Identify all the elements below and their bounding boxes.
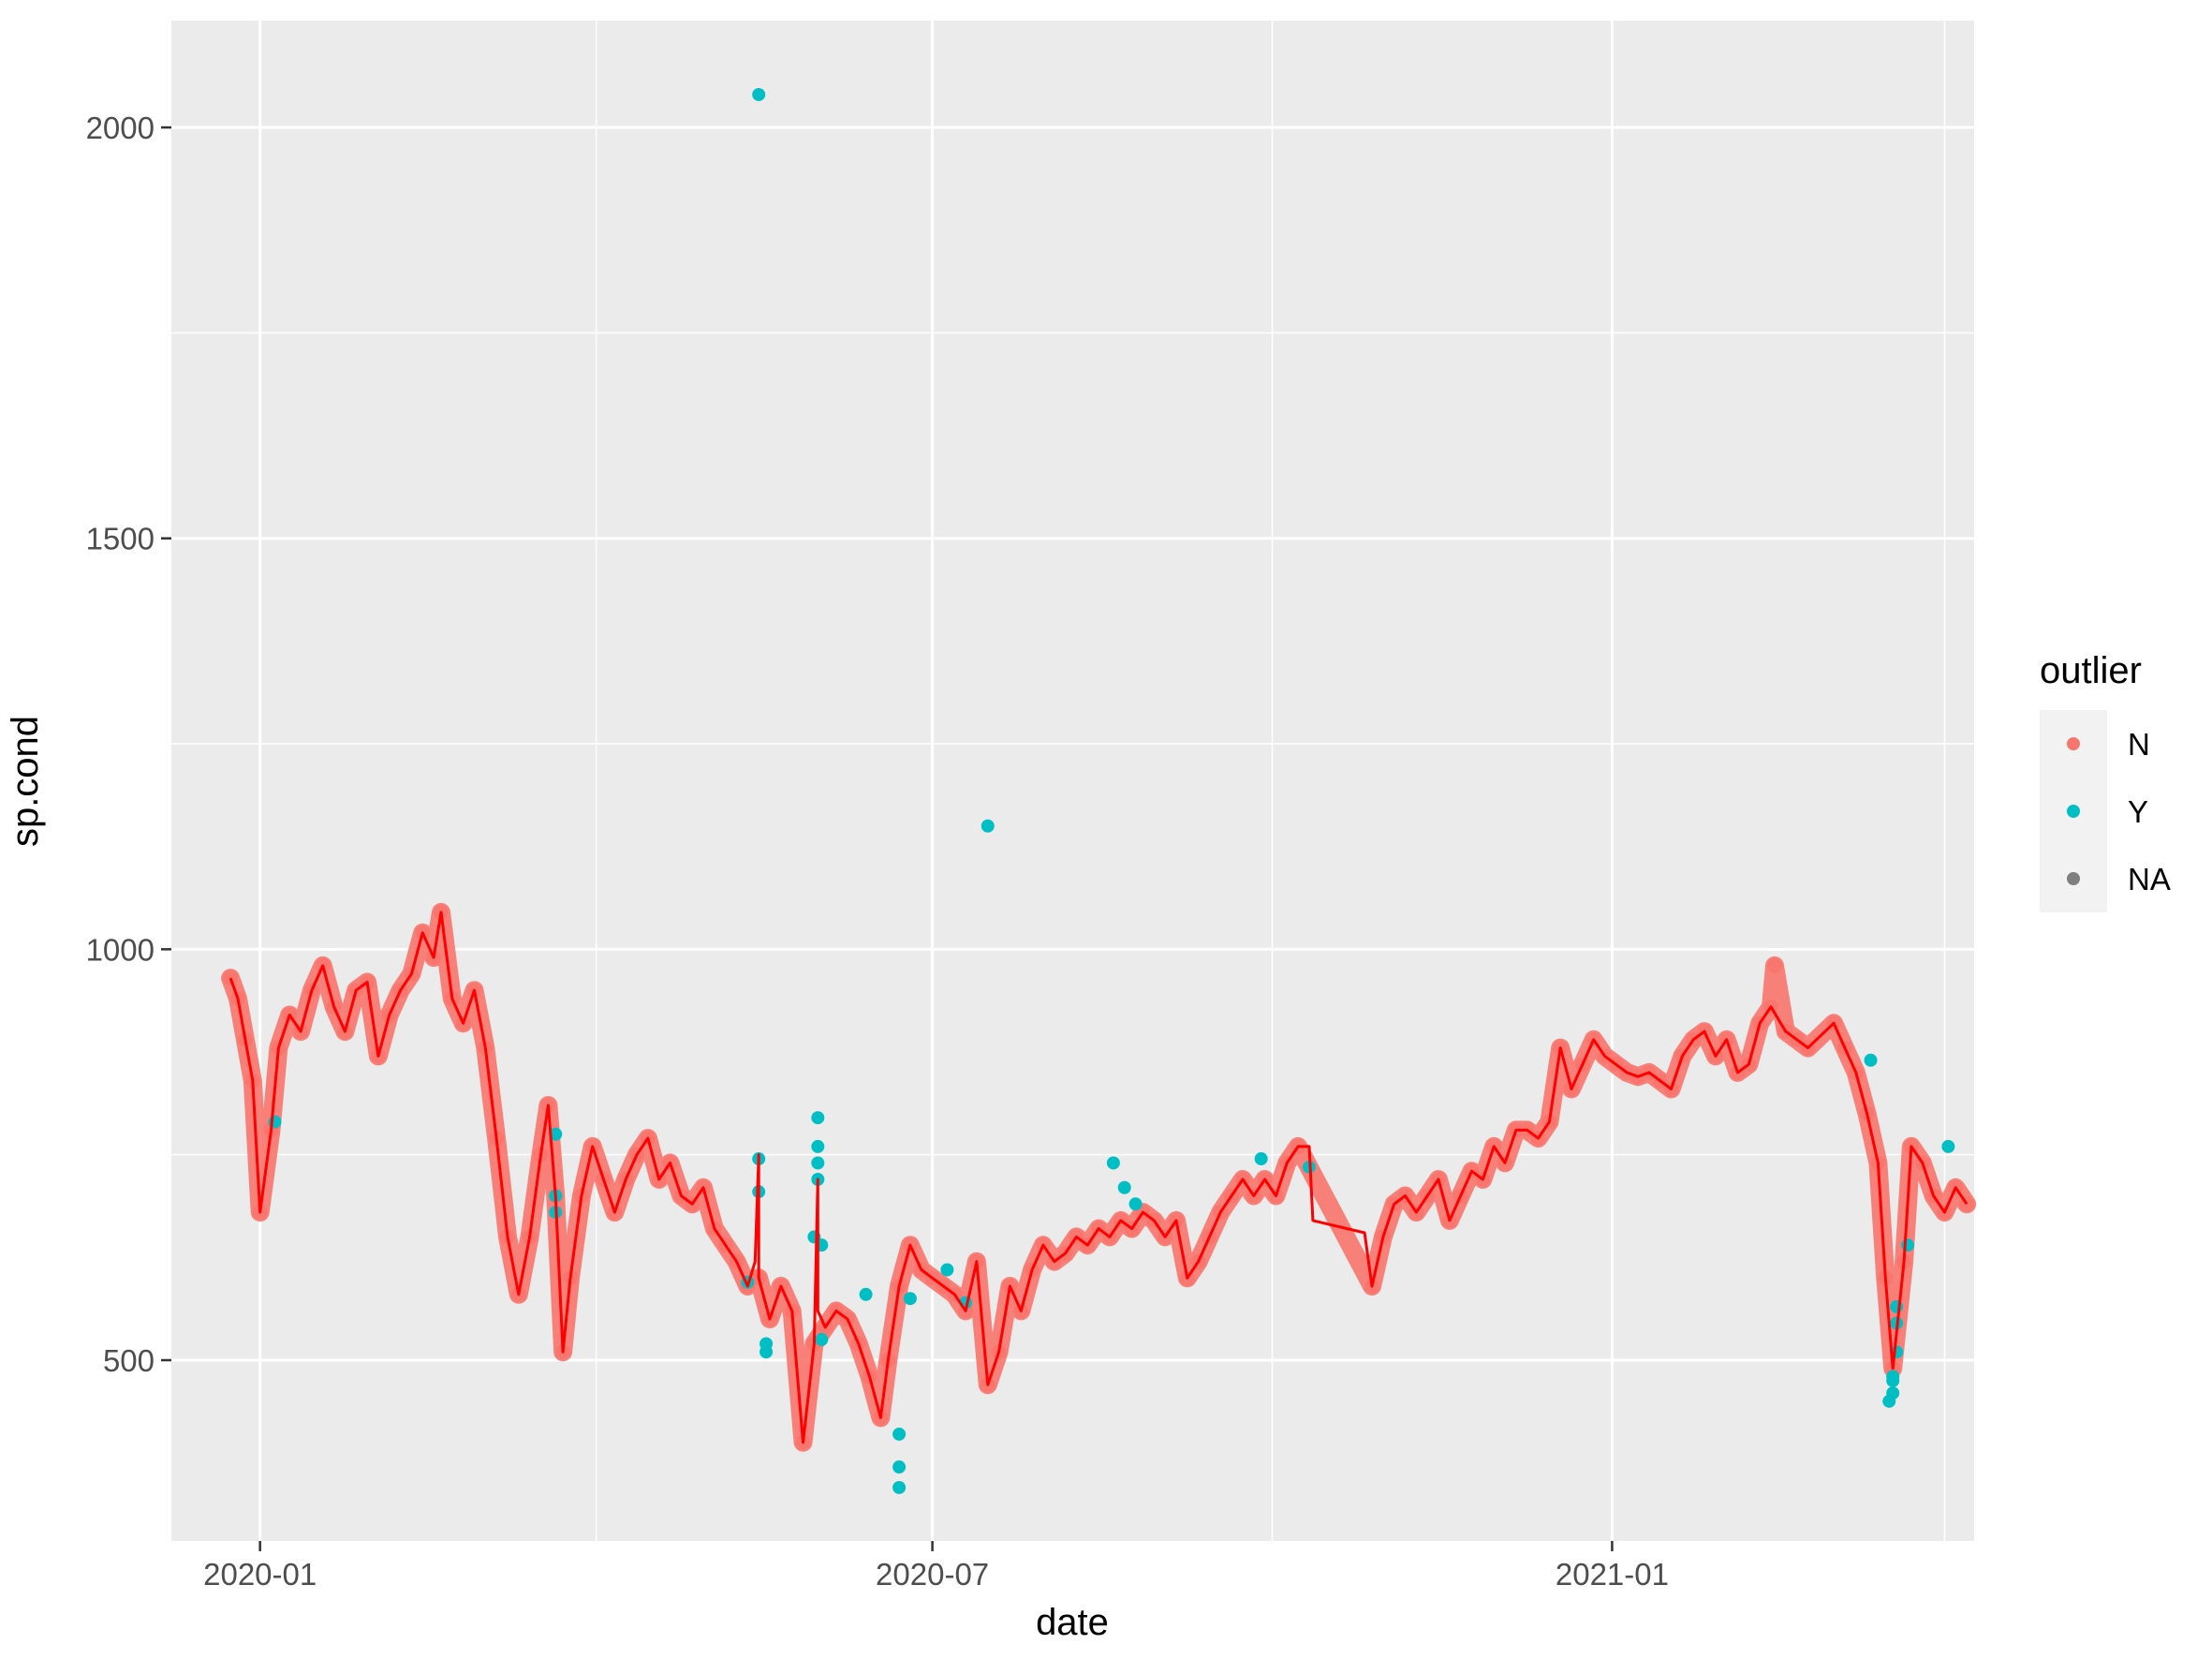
- y-tick-label: 500: [103, 1343, 155, 1378]
- series-line: [229, 911, 1969, 1444]
- legend-key-swatch: [2067, 805, 2080, 818]
- x-tick-label: 2020-07: [876, 1557, 989, 1592]
- point-Y: [892, 1427, 907, 1441]
- legend: outlier NY NA: [2040, 650, 2171, 912]
- legend-title: outlier: [2040, 650, 2142, 691]
- legend-keys: NY NA: [2040, 710, 2171, 912]
- point-Y: [1106, 1156, 1120, 1170]
- point-Y: [940, 1263, 954, 1277]
- point-Y: [1128, 1197, 1143, 1211]
- point-Y: [1117, 1180, 1131, 1194]
- point-Y: [859, 1287, 873, 1301]
- point-Y: [811, 1139, 825, 1153]
- point-Y: [1254, 1152, 1268, 1166]
- point-Y: [811, 1111, 825, 1125]
- point-Y: [1882, 1394, 1896, 1408]
- point-Y: [1864, 1053, 1878, 1067]
- legend-key-swatch: [2067, 737, 2080, 750]
- legend-key-swatch: [2067, 872, 2080, 885]
- point-Y: [903, 1292, 917, 1306]
- legend-key-label: Y: [2128, 794, 2148, 829]
- plot-panel: [171, 21, 1974, 1541]
- y-tick-label: 1000: [86, 932, 155, 967]
- line-series-layer: [229, 911, 1969, 1444]
- point-Y: [759, 1345, 774, 1359]
- point-N: [1766, 957, 1782, 973]
- grid-minor: [171, 21, 1974, 1541]
- grid-major: [171, 21, 1974, 1541]
- point-Y: [752, 87, 766, 101]
- legend-key-NA: NA: [2040, 845, 2171, 912]
- point-Y: [549, 1127, 563, 1141]
- x-axis-title: date: [1036, 1602, 1109, 1643]
- x-axis: 2020-01 2020-07 2021-01: [203, 1541, 1669, 1592]
- point-Y: [892, 1460, 907, 1474]
- y-tick-label: 1500: [86, 522, 155, 556]
- y-axis: 500 1000 1500 2000: [86, 111, 171, 1378]
- legend-key-Y: Y: [2040, 778, 2148, 845]
- point-Y: [892, 1480, 907, 1494]
- x-tick-label: 2021-01: [1556, 1557, 1669, 1592]
- legend-key-N: N: [2040, 710, 2150, 778]
- legend-key-label: N: [2128, 727, 2150, 762]
- point-Y: [811, 1156, 825, 1170]
- point-N: [1959, 1196, 1975, 1212]
- point-Y: [1900, 1238, 1914, 1252]
- point-Y: [1941, 1139, 1955, 1153]
- legend-key-label: NA: [2128, 862, 2171, 896]
- y-tick-label: 2000: [86, 111, 155, 145]
- point-Y: [1886, 1370, 1900, 1384]
- point-N: [223, 970, 239, 986]
- point-Y: [981, 819, 995, 833]
- point-Y: [815, 1333, 829, 1347]
- x-tick-label: 2020-01: [203, 1557, 317, 1592]
- y-axis-title: sp.cond: [5, 716, 46, 847]
